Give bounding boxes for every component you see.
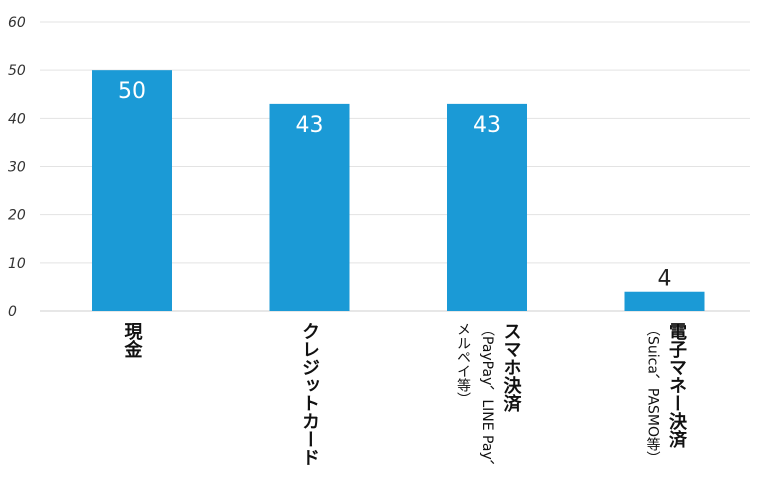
y-tick-label: 60 [8,15,26,31]
x-tick-label: （Suica、PASMO等） [645,322,661,465]
y-tick-label: 30 [8,160,26,176]
y-tick-label: 40 [8,111,26,127]
bar [92,70,172,312]
data-label: 43 [473,113,501,138]
x-axis-labels: 現金 クレジットカード スマホ決済 （PayPay、LINE Pay、メルペイ等） 電子… [122,322,688,474]
bar [624,291,705,311]
x-tick-label: クレジットカード [299,322,320,466]
x-tick-label: （PayPay、LINE Pay、 [479,322,495,474]
bar [447,103,527,311]
x-tick-label: メルペイ等） [455,322,471,406]
x-tick-label: スマホ決済 [501,322,522,413]
x-tick-label: 現金 [122,322,144,358]
y-tick-label: 20 [8,208,26,224]
y-axis-ticks: 0 10 20 30 40 50 60 [8,15,26,320]
data-label: 4 [658,267,672,292]
bar [269,103,350,311]
y-tick-label: 10 [8,256,26,272]
y-tick-label: 50 [8,63,26,79]
y-tick-label: 0 [8,304,17,320]
data-label: 43 [296,113,324,138]
data-labels: 50 43 43 4 [118,79,672,292]
data-label: 50 [118,79,146,104]
bars [92,70,705,312]
x-tick-label: 電子マネー決済 [666,322,687,449]
